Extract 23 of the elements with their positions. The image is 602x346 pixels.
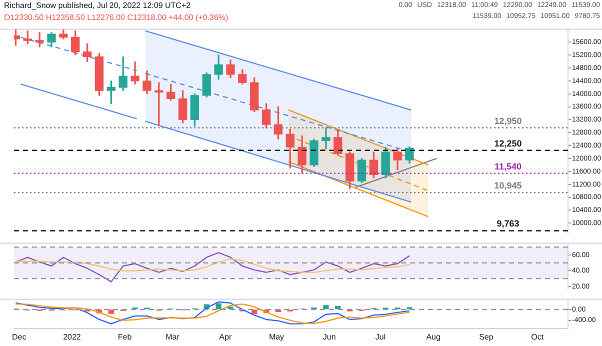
x-tick-label: Feb: [118, 332, 132, 342]
x-tick-label: May: [268, 332, 284, 342]
bar: [108, 310, 114, 314]
bar: [216, 303, 222, 310]
x-tick-label: Dec: [12, 332, 26, 342]
ref-line-label: 9,763: [496, 218, 520, 229]
x-tick-label: Mar: [166, 332, 180, 342]
x-tick-label: Aug: [426, 332, 440, 342]
x-tick-label: Jun: [322, 332, 336, 342]
ref-line-label: 12,950: [494, 116, 522, 126]
ref-line-label: 11,540: [494, 161, 522, 172]
x-tick-label: 2022: [63, 332, 82, 342]
ref-line-label: 12,250: [494, 138, 522, 148]
bar: [252, 310, 258, 314]
bar: [335, 306, 341, 310]
chart-title: Richard_Snow published, Jul 20, 2022 12:09 UTC+2: [4, 0, 192, 12]
x-tick-label: Apr: [219, 332, 232, 342]
chart-subtitle: O12330.50 H12358.50 L12276.00 C12318.00 +44.00 (+0.36%): [4, 12, 230, 24]
x-tick-label: Jul: [375, 332, 386, 342]
bar: [323, 305, 329, 310]
ref-line-label: 10,945: [494, 180, 522, 191]
x-tick-label: Oct: [531, 332, 544, 342]
x-tick-label: Sep: [479, 332, 494, 342]
